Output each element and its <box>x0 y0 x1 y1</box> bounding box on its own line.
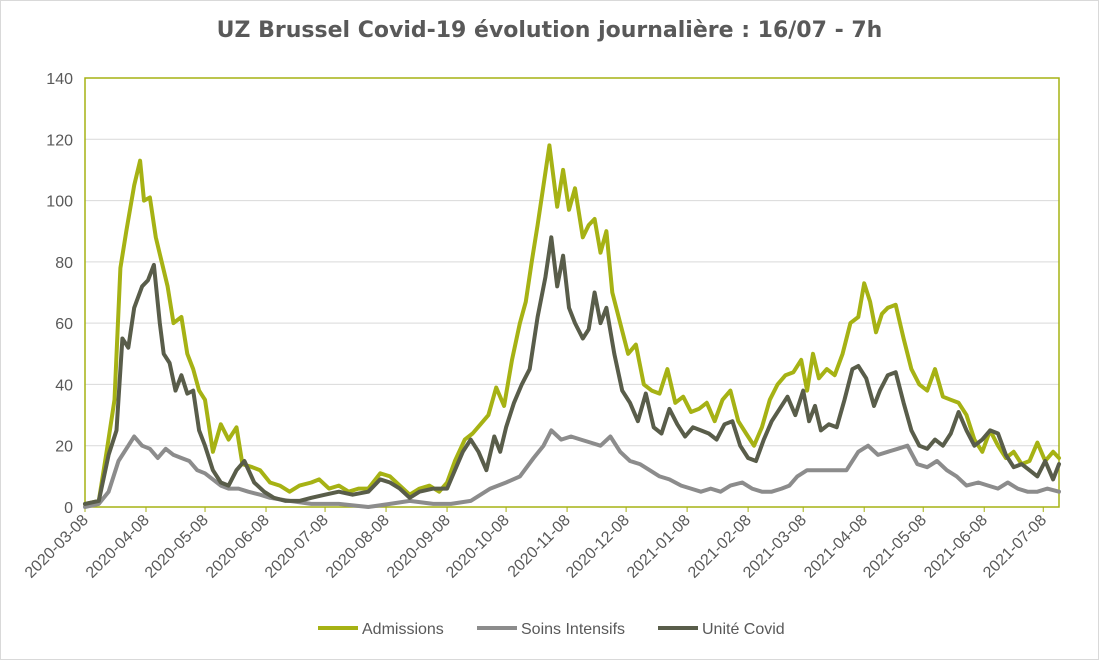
series-line-soins-intensifs <box>83 428 1061 509</box>
series-line-unite-covid <box>83 235 1061 506</box>
chart-title: UZ Brussel Covid-19 évolution journalièr… <box>216 18 883 43</box>
legend-label-soins-intensifs: Soins Intensifs <box>521 621 625 638</box>
legend-label-unite-covid: Unité Covid <box>702 621 785 638</box>
x-tick-label: 2021-07-08 <box>980 512 1050 582</box>
x-tick-label: 2020-10-08 <box>443 512 513 582</box>
legend-label-admissions: Admissions <box>362 621 444 638</box>
plot-area <box>84 77 1060 508</box>
y-tick-label: 0 <box>64 500 73 517</box>
y-tick-label: 40 <box>55 377 73 394</box>
series-line-admissions <box>83 143 1061 506</box>
x-tick-label: 2020-05-08 <box>142 512 212 582</box>
x-tick-label: 2021-01-08 <box>624 512 694 582</box>
y-tick-label: 120 <box>46 132 73 149</box>
y-tick-label: 100 <box>46 194 73 211</box>
x-tick-label: 2020-07-08 <box>262 512 332 582</box>
x-tick-label: 2020-12-08 <box>563 512 633 582</box>
y-tick-label: 80 <box>55 255 73 272</box>
x-tick-label: 2021-05-08 <box>860 512 930 582</box>
y-tick-label: 140 <box>46 71 73 88</box>
x-tick-label: 2020-08-08 <box>323 512 393 582</box>
y-tick-label: 60 <box>55 316 73 333</box>
y-tick-label: 20 <box>55 439 73 456</box>
x-tick-label: 2020-03-08 <box>22 512 92 582</box>
